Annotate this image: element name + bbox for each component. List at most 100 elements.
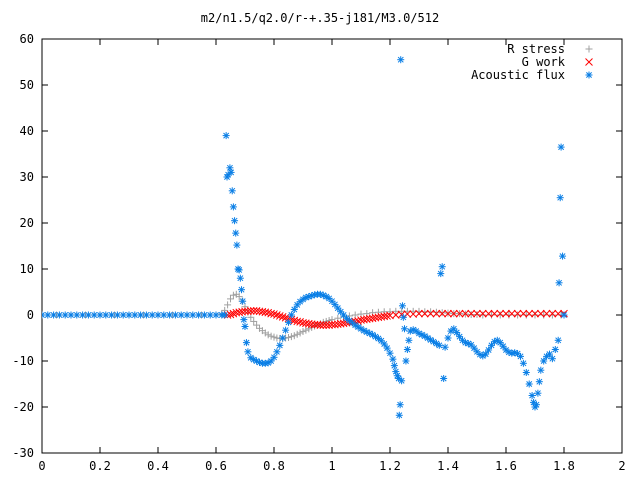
data-point [405,336,413,344]
data-point [438,309,447,318]
data-point [282,326,290,334]
data-point [398,377,406,385]
data-point [224,301,232,309]
data-point [522,311,530,319]
data-point [311,322,319,330]
data-point [386,349,394,357]
x-tick-label: 1.4 [437,459,459,473]
y-tick-label: 40 [20,124,34,138]
data-point [537,366,545,374]
data-point [267,332,275,340]
data-point [316,321,325,329]
data-point [525,309,534,318]
data-point [437,270,445,278]
data-point [285,318,292,326]
data-point [267,357,275,365]
data-point [399,313,407,321]
data-point [488,341,495,349]
data-point [432,309,441,318]
data-point [142,311,150,319]
data-point [496,311,504,319]
data-point [264,331,272,339]
data-point [296,318,304,326]
data-point [531,309,539,318]
data-point [401,325,408,333]
data-point [236,274,244,282]
data-point [239,297,247,305]
data-point [240,316,248,324]
y-tick-label: 0 [27,308,34,322]
plot-marks [42,56,568,419]
x-tick-label: 0.4 [147,459,169,473]
data-point [228,187,236,195]
data-point [293,330,301,338]
data-point [441,343,449,351]
x-tick-label: 1.6 [495,459,517,473]
data-point [440,374,448,382]
data-point [395,411,403,419]
data-point [380,340,388,348]
data-point [456,333,464,341]
legend-label: R stress [507,42,565,56]
data-point [231,217,239,225]
data-point [435,341,443,349]
data-point [299,328,307,336]
data-point [560,311,568,319]
data-point [559,252,567,260]
y-tick-label: -30 [12,446,34,460]
data-point [490,309,499,318]
data-point [540,357,548,365]
y-tick-label: -10 [12,354,34,368]
data-point [290,332,298,340]
x-tick-label: 0.8 [263,459,285,473]
data-point [79,311,87,319]
data-point [534,389,542,397]
data-point [302,326,310,334]
x-tick-label: 0 [38,459,45,473]
chart-title: m2/n1.5/q2.0/r-+.35-j181/M3.0/512 [201,11,439,25]
data-point [363,328,371,336]
y-tick-label: 50 [20,78,34,92]
data-point [227,168,235,176]
data-point [278,312,287,321]
data-point [398,302,406,310]
data-point [238,286,246,294]
data-point [261,308,270,317]
data-point [229,291,237,299]
data-point [273,348,281,356]
data-point [284,314,293,323]
data-point [551,346,559,353]
data-point [244,348,252,356]
legend-marker [585,58,593,66]
data-point [415,309,423,318]
data-point [247,313,255,321]
data-point [499,342,507,350]
data-point [461,309,470,318]
data-point [402,357,410,365]
data-point [427,336,435,344]
axes: 0 0.2 0.4 0.6 0.8 1 1.2 1.4 1.6 1.8 2 60 50 40 30 20 10 0… [12,32,625,473]
data-point [536,309,545,318]
y-tick-label: 10 [20,262,34,276]
data-point [279,334,287,342]
legend-label: G work [522,55,566,69]
legend-label: Acoustic flux [471,68,565,82]
data-point [246,307,255,315]
data-point [455,309,464,318]
data-point [514,311,522,319]
data-point [531,311,539,319]
data-point [470,344,478,352]
data-point [548,355,556,363]
y-tick-label: 20 [20,216,34,230]
data-point [331,300,339,308]
data-point [496,339,504,347]
data-point [319,321,328,329]
data-point [229,309,238,318]
data-point [525,380,533,388]
data-point [267,309,275,318]
y-tick-label: 60 [20,32,34,46]
data-point [403,346,411,353]
data-point [273,311,281,319]
data-point [221,311,229,319]
